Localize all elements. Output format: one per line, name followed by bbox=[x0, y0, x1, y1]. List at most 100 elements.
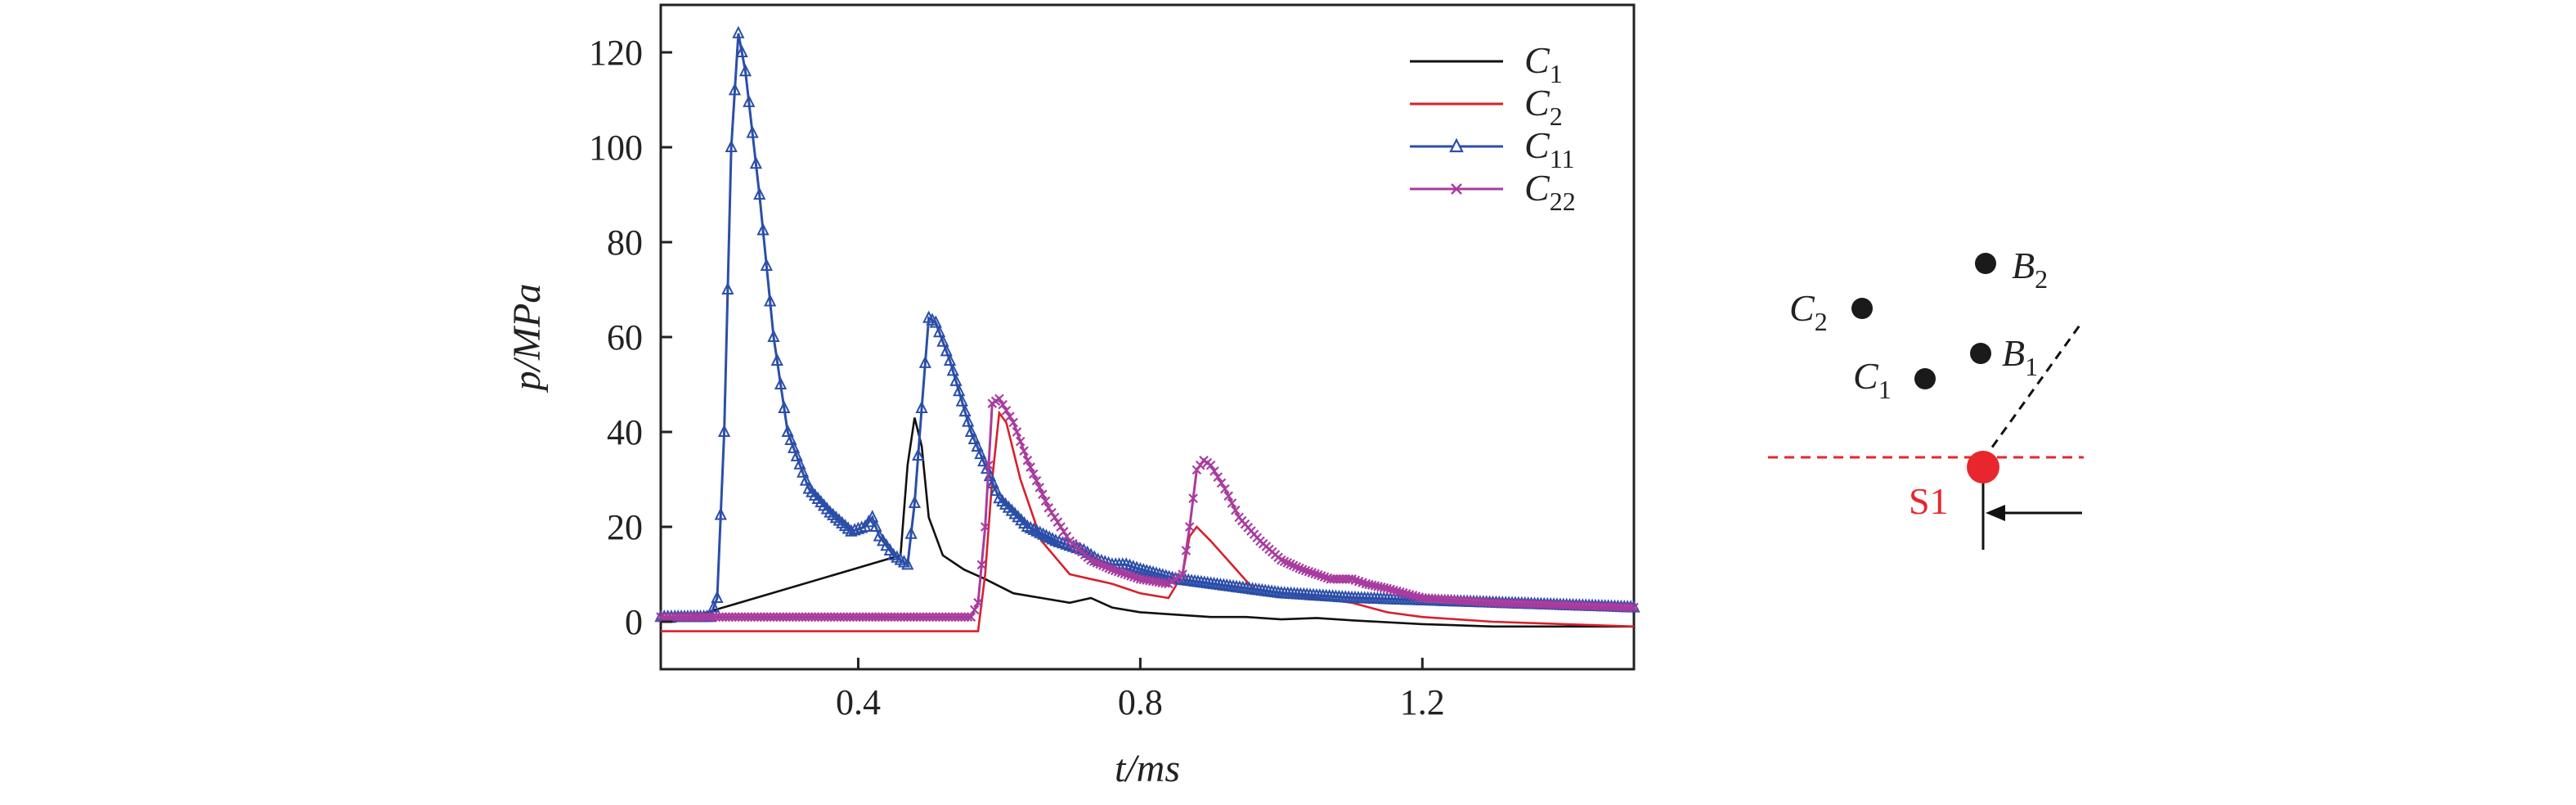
data-point-c22 bbox=[1043, 503, 1054, 513]
data-point-c11 bbox=[1163, 569, 1176, 582]
data-point-c11 bbox=[721, 281, 734, 295]
data-point-c11 bbox=[855, 520, 868, 533]
data-point-c11 bbox=[869, 519, 882, 532]
source-s1-dot bbox=[1967, 451, 1999, 483]
data-point-c11 bbox=[743, 94, 756, 107]
y-tick-label: 0 bbox=[625, 602, 643, 642]
legend-label: C2 bbox=[1524, 82, 1563, 131]
legend-item-c1: C1 bbox=[1410, 39, 1563, 88]
point-c2-dot bbox=[1851, 298, 1873, 319]
data-point-c22 bbox=[659, 612, 670, 622]
data-point-c22 bbox=[1205, 460, 1216, 470]
data-point-c22 bbox=[1160, 578, 1170, 588]
data-point-c22 bbox=[662, 612, 673, 622]
data-point-c22 bbox=[1178, 569, 1187, 579]
data-point-c11 bbox=[728, 83, 742, 96]
data-point-c11 bbox=[1021, 519, 1034, 532]
data-point-c11 bbox=[711, 590, 724, 603]
data-point-c22 bbox=[1040, 496, 1051, 506]
data-point-c11 bbox=[1046, 532, 1059, 545]
data-point-c11 bbox=[971, 438, 984, 452]
data-point-c11 bbox=[770, 353, 783, 366]
data-point-c11 bbox=[883, 542, 896, 555]
y-axis-label: p/MPa bbox=[505, 284, 549, 394]
data-point-c22 bbox=[963, 612, 973, 622]
data-point-c11 bbox=[974, 446, 987, 460]
data-point-c22 bbox=[1001, 406, 1012, 416]
data-point-c11 bbox=[990, 483, 1003, 497]
data-point-c11 bbox=[799, 473, 813, 486]
data-point-c11 bbox=[790, 448, 803, 461]
data-point-c22 bbox=[1061, 531, 1072, 542]
data-point-c11 bbox=[953, 384, 966, 397]
x-tick-label: 0.4 bbox=[836, 682, 881, 722]
data-point-c11 bbox=[845, 524, 858, 537]
data-point-c11 bbox=[880, 537, 893, 551]
series-line-c1 bbox=[661, 417, 1634, 628]
data-point-c22 bbox=[1019, 446, 1029, 456]
data-point-c22 bbox=[969, 605, 980, 615]
data-point-c11 bbox=[918, 355, 931, 368]
y-tick-label: 80 bbox=[607, 223, 643, 263]
data-point-c22 bbox=[1047, 507, 1057, 518]
data-point-c11 bbox=[774, 376, 788, 389]
legend-label: C22 bbox=[1524, 167, 1576, 216]
data-point-c22 bbox=[1029, 469, 1039, 479]
data-point-c11 bbox=[955, 394, 968, 407]
data-point-c11 bbox=[967, 431, 981, 445]
data-point-c11 bbox=[1039, 528, 1053, 542]
y-tick-label: 100 bbox=[589, 128, 643, 168]
data-point-c11 bbox=[797, 465, 810, 478]
data-point-c11 bbox=[932, 324, 946, 338]
series-c1 bbox=[661, 417, 1634, 628]
y-tick-label: 120 bbox=[589, 33, 643, 73]
data-point-c22 bbox=[1038, 489, 1048, 500]
data-point-c11 bbox=[1027, 522, 1040, 535]
data-point-c22 bbox=[1626, 602, 1636, 613]
data-point-c22 bbox=[1629, 602, 1639, 613]
data-point-c22 bbox=[1022, 456, 1033, 465]
diagonal-dashed-line bbox=[1981, 322, 2083, 461]
data-point-c11 bbox=[949, 373, 963, 386]
data-point-c11 bbox=[1137, 563, 1150, 576]
point-b1-dot bbox=[1970, 343, 1991, 364]
data-point-c22 bbox=[1052, 517, 1063, 527]
x-axis-label: t/ms bbox=[1115, 747, 1180, 790]
series-line-c11 bbox=[661, 33, 1635, 618]
point-b2-label: B2 bbox=[2012, 245, 2048, 294]
data-point-c11 bbox=[1024, 520, 1037, 533]
data-point-c22 bbox=[1181, 546, 1192, 555]
legend-item-c2: C2 bbox=[1410, 82, 1563, 131]
data-point-c11 bbox=[767, 329, 780, 342]
data-point-c11 bbox=[732, 25, 745, 38]
data-point-c11 bbox=[851, 521, 865, 534]
data-point-c22 bbox=[1012, 427, 1022, 437]
data-point-c11 bbox=[943, 353, 957, 366]
series-layer bbox=[654, 25, 1640, 632]
data-point-c11 bbox=[873, 528, 886, 542]
data-point-c22 bbox=[1034, 483, 1044, 492]
data-point-c11 bbox=[778, 400, 791, 413]
data-point-c22 bbox=[973, 598, 983, 608]
data-point-c22 bbox=[1227, 498, 1237, 508]
data-point-c22 bbox=[1025, 462, 1035, 472]
data-point-c11 bbox=[714, 507, 727, 520]
data-point-c11 bbox=[1036, 527, 1050, 540]
data-point-c22 bbox=[1008, 417, 1018, 428]
data-point-c11 bbox=[936, 334, 949, 347]
point-b1-label: B1 bbox=[2002, 332, 2038, 381]
data-point-c22 bbox=[1188, 493, 1198, 503]
left-arrow-icon bbox=[1986, 505, 2082, 521]
data-point-c11 bbox=[1043, 530, 1056, 543]
data-point-c11 bbox=[749, 156, 763, 169]
data-point-c11 bbox=[915, 400, 928, 413]
legend-marker-triangle-icon bbox=[1449, 137, 1464, 153]
data-point-c11 bbox=[929, 315, 942, 328]
data-point-c11 bbox=[940, 344, 953, 357]
data-point-c11 bbox=[866, 510, 879, 523]
schematic-diagram: C2 B2 C1 B1 S1 bbox=[1768, 245, 2084, 550]
legend-label: C1 bbox=[1524, 39, 1563, 88]
point-b2-dot bbox=[1975, 253, 1996, 274]
